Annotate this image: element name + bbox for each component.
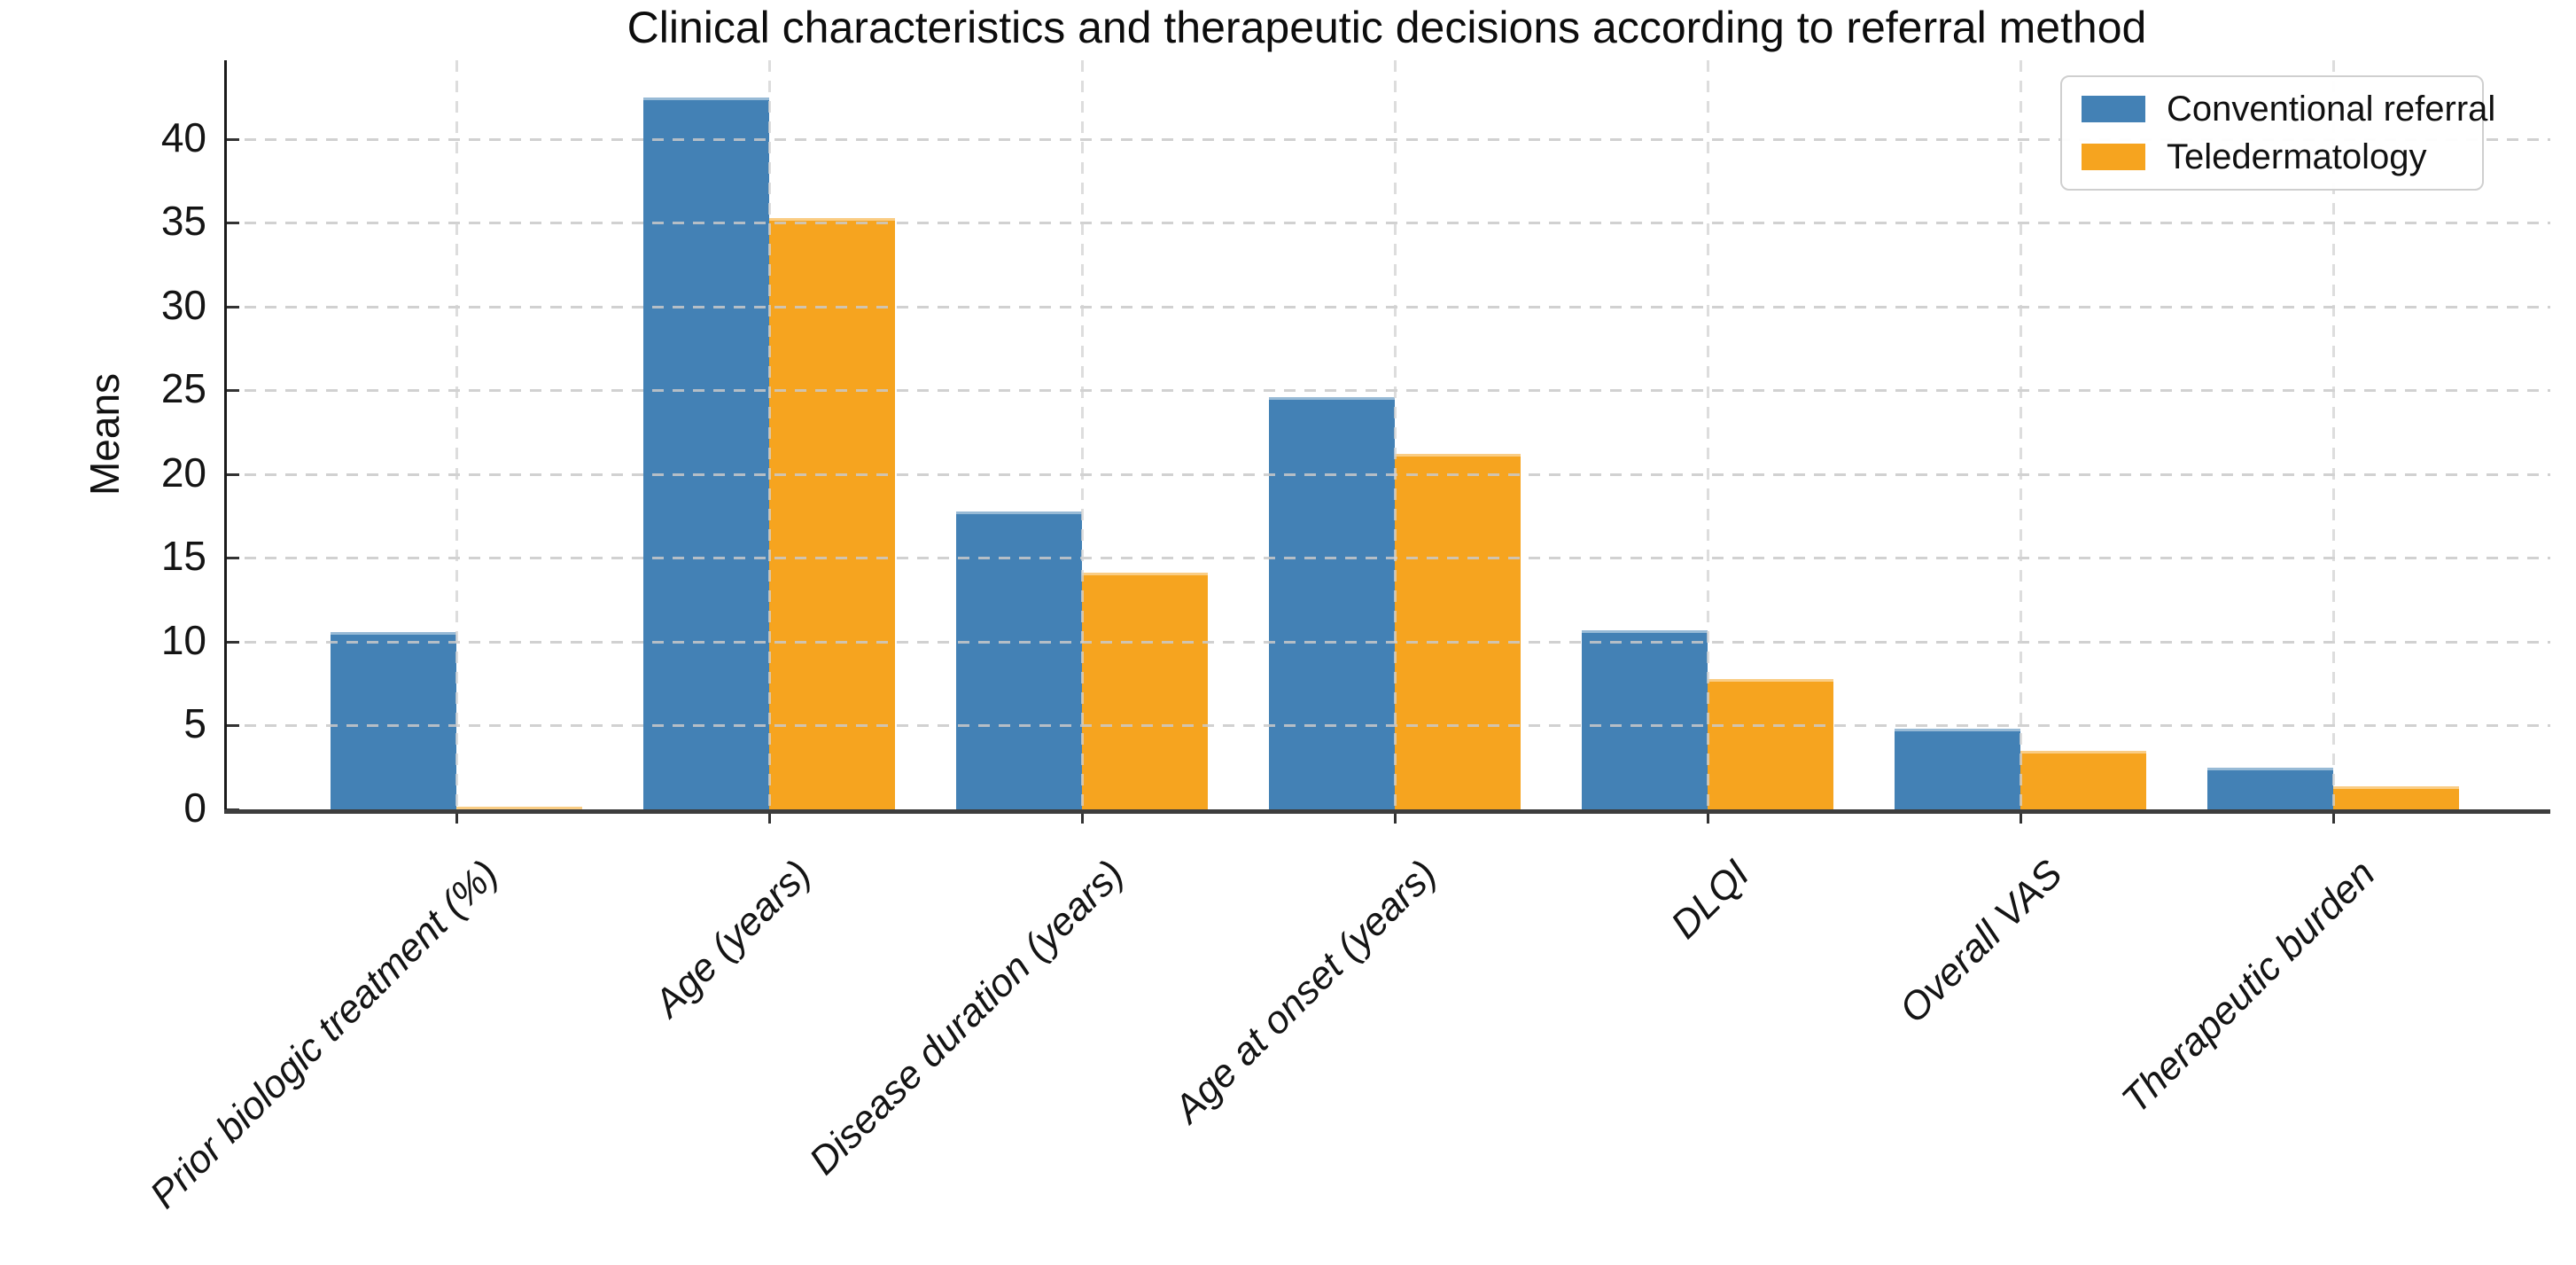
legend-item-conventional-referral: Conventional referral [2082,88,2495,130]
bar-conventional-referral [331,632,456,809]
x-tick-label: Disease duration (years) [801,852,1132,1183]
y-tick-mark [224,640,239,644]
x-tick-label: Age at onset (years) [1165,852,1445,1131]
gridline-horizontal [224,472,2550,476]
x-tick-label: Age (years) [646,852,820,1026]
y-tick-mark [224,724,239,728]
y-tick-label: 15 [160,533,206,580]
y-tick-label: 10 [160,616,206,663]
bar-teledermatology [2020,751,2146,809]
y-tick-label: 30 [160,281,206,328]
y-tick-label: 25 [160,365,206,412]
plot-area: 0 5 10 15 20 25 30 35 40 Prior biologic treatment… [142,60,2550,1217]
y-tick-label: 5 [183,700,206,747]
gridline-vertical [768,60,771,809]
gridline-vertical [1394,60,1397,809]
bar-conventional-referral [956,511,1082,809]
legend: Conventional referral Teledermatology [2060,75,2495,191]
gridline-horizontal [224,640,2550,644]
legend-label: Teledermatology [2167,137,2427,176]
x-tick-mark [768,809,771,824]
bar-teledermatology [1082,573,1208,809]
bar-conventional-referral [643,98,769,809]
gridline-horizontal [224,557,2550,560]
gridline-vertical [2332,60,2335,809]
y-tick-label: 0 [183,784,206,831]
x-tick-label: DLQI [1662,852,1758,948]
x-tick-mark [455,809,458,824]
y-tick-label: 40 [160,113,206,160]
gridline-horizontal [224,389,2550,393]
y-tick-mark [224,389,239,393]
y-tick-mark [224,557,239,560]
x-tick-mark [2332,809,2335,824]
gridline-vertical [455,60,458,809]
bar-conventional-referral [2207,768,2333,809]
bar-teledermatology [769,218,895,809]
legend-item-teledermatology: Teledermatology [2082,136,2463,178]
legend-swatch-conventional-referral [2082,96,2145,122]
gridline-horizontal [224,724,2550,728]
y-axis-spine [224,60,227,814]
gridline-vertical [1707,60,1709,809]
bar-conventional-referral [1895,729,2020,809]
bar-conventional-referral [1269,397,1395,809]
y-tick-mark [224,137,239,141]
gridline-vertical [1081,60,1084,809]
bar-teledermatology [2333,786,2459,809]
gridline-vertical [2020,60,2022,809]
y-tick-label: 35 [160,198,206,245]
x-tick-mark [1707,809,1709,824]
gridline-horizontal [224,137,2550,141]
y-tick-label: 20 [160,449,206,496]
bar-teledermatology [456,807,582,809]
legend-label: Conventional referral [2167,89,2496,129]
x-axis-spine [224,809,2550,814]
y-tick-mark [224,472,239,476]
x-tick-mark [1394,809,1397,824]
y-tick-mark [224,222,239,225]
x-tick-label: Therapeutic burden [2113,852,2384,1122]
chart-title: Clinical characteristics and therapeutic… [626,3,2147,52]
bar-teledermatology [1708,679,1833,809]
legend-swatch-teledermatology [2082,144,2145,170]
gridline-horizontal [224,222,2550,225]
x-tick-label: Prior biologic treatment (%) [142,852,507,1217]
x-tick-label: Overall VAS [1891,852,2071,1032]
x-tick-mark [2020,809,2022,824]
bar-teledermatology [1395,454,1521,809]
y-tick-mark [224,305,239,308]
gridline-horizontal [224,305,2550,308]
bar-conventional-referral [1582,630,1708,809]
x-tick-mark [1081,809,1084,824]
